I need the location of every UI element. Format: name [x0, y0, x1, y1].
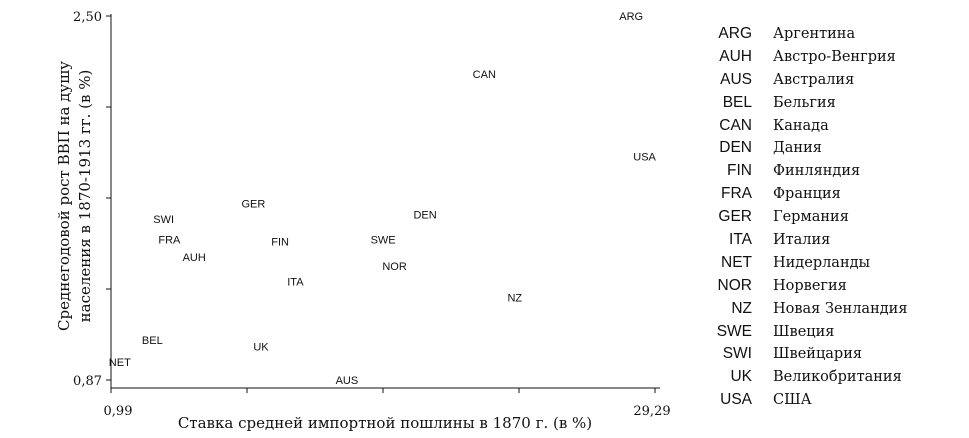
- legend-code: BEL: [722, 93, 752, 111]
- legend-country-name: Австралия: [773, 71, 855, 88]
- legend-code: FIN: [727, 162, 752, 180]
- data-points: ARG CAN USA GER SWI DEN FRA FIN SWE AUH NOR ITA NZ BE…: [109, 11, 657, 387]
- legend-entry-can: CAN Канада: [712, 116, 962, 139]
- x-axis: 0,99 29,29 Ставка средней импортной пошл…: [104, 387, 671, 432]
- legend-country-name: Франция: [773, 186, 841, 203]
- x-tick-label-max: 29,29: [633, 404, 670, 419]
- point-label-ger: GER: [241, 199, 265, 211]
- legend-entry-swe: SWE Швеция: [712, 322, 962, 345]
- y-axis-title-line-2: населения в 1870-1913 гг. (в %): [76, 70, 94, 323]
- x-tick-label-min: 0,99: [104, 404, 133, 419]
- legend-entry-nz: NZ Новая Зенландия: [712, 299, 962, 322]
- legend-entry-arg: ARG Аргентина: [712, 24, 962, 47]
- legend-country-name: Швейцария: [773, 346, 863, 363]
- point-label-uk: UK: [253, 342, 269, 354]
- legend-code: NET: [721, 253, 752, 271]
- legend-country-name: Канада: [773, 117, 829, 134]
- point-label-usa: USA: [633, 152, 656, 164]
- legend-code: AUH: [719, 47, 752, 65]
- legend-country-name: Аргентина: [773, 26, 856, 42]
- point-label-den: DEN: [413, 210, 436, 222]
- point-label-auh: AUH: [183, 252, 206, 264]
- legend-code: NOR: [717, 276, 752, 294]
- legend-code: NZ: [731, 299, 752, 317]
- legend-entry-fin: FIN Финляндия: [712, 161, 962, 184]
- legend-country-name: Нидерланды: [773, 254, 871, 271]
- legend-code: FRA: [721, 185, 752, 203]
- legend-country-name: Австро-Венгрия: [773, 48, 896, 65]
- legend-country-name: Новая Зенландия: [773, 300, 908, 317]
- legend-code: CAN: [719, 116, 752, 134]
- point-label-can: CAN: [473, 69, 496, 81]
- point-label-arg: ARG: [619, 11, 643, 23]
- legend-entry-swi: SWI Швейцария: [712, 344, 962, 367]
- legend-entry-usa: USA США: [712, 390, 962, 413]
- legend: ARG Аргентина AUH Австро-Венгрия AUS Австрали…: [712, 24, 962, 413]
- point-label-nor: NOR: [382, 261, 407, 273]
- legend-code: DEN: [719, 139, 752, 157]
- point-label-fra: FRA: [158, 234, 181, 246]
- legend-entry-fra: FRA Франция: [712, 184, 962, 207]
- legend-country-name: Германия: [773, 209, 849, 226]
- point-label-net: NET: [109, 357, 131, 369]
- x-axis-title: Ставка средней импортной пошлины в 1870 …: [178, 414, 592, 432]
- legend-entry-ger: GER Германия: [712, 207, 962, 230]
- point-label-nz: NZ: [507, 292, 522, 304]
- legend-code: SWI: [722, 345, 752, 363]
- legend-country-name: Великобритания: [773, 369, 902, 386]
- legend-country-name: Финляндия: [773, 163, 861, 180]
- legend-code: USA: [720, 391, 752, 409]
- y-axis-title-line-1: Среднегодовой рост ВВП на душу: [55, 61, 73, 331]
- legend-entry-net: NET Нидерланды: [712, 253, 962, 276]
- legend-entry-auh: AUH Австро-Венгрия: [712, 47, 962, 70]
- legend-country-name: Норвегия: [773, 277, 847, 294]
- legend-code: SWE: [716, 322, 752, 340]
- legend-code: UK: [730, 368, 752, 386]
- point-label-aus: AUS: [336, 375, 359, 387]
- legend-entry-uk: UK Великобритания: [712, 367, 962, 390]
- legend-code: AUS: [720, 70, 752, 88]
- point-label-swe: SWE: [371, 234, 396, 246]
- legend-entry-nor: NOR Норвегия: [712, 276, 962, 299]
- point-label-swi: SWI: [153, 214, 174, 226]
- legend-entry-den: DEN Дания: [712, 138, 962, 161]
- legend-code: GER: [718, 208, 752, 226]
- legend-country-name: США: [773, 392, 812, 409]
- point-label-ita: ITA: [287, 277, 304, 289]
- legend-entry-bel: BEL Бельгия: [712, 93, 962, 116]
- legend-code: ITA: [729, 231, 752, 249]
- legend-code: ARG: [718, 25, 752, 42]
- point-label-fin: FIN: [271, 237, 289, 249]
- y-tick-label-max: 2,50: [73, 10, 102, 25]
- point-label-bel: BEL: [142, 335, 163, 347]
- legend-country-name: Италия: [773, 232, 831, 249]
- legend-country-name: Дания: [773, 140, 822, 157]
- legend-entry-ita: ITA Италия: [712, 230, 962, 253]
- y-tick-label-min: 0,87: [73, 374, 102, 389]
- legend-entry-aus: AUS Австралия: [712, 70, 962, 93]
- legend-country-name: Швеция: [773, 323, 835, 340]
- y-axis: 2,50 0,87 Среднегодовой рост ВВП на душу…: [55, 10, 112, 389]
- scatter-chart: 2,50 0,87 Среднегодовой рост ВВП на душу…: [55, 10, 671, 432]
- legend-country-name: Бельгия: [773, 94, 836, 111]
